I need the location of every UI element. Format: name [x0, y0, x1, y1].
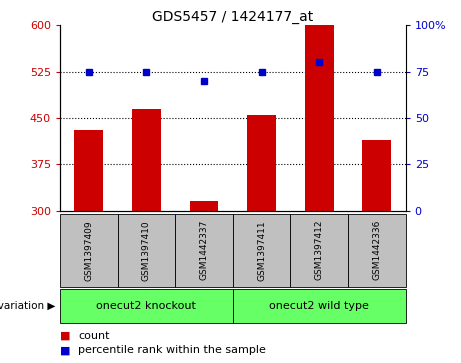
Text: ■: ■: [60, 345, 71, 355]
Text: GSM1397410: GSM1397410: [142, 220, 151, 281]
Text: percentile rank within the sample: percentile rank within the sample: [78, 345, 266, 355]
Title: GDS5457 / 1424177_at: GDS5457 / 1424177_at: [152, 11, 313, 24]
Text: GSM1397412: GSM1397412: [315, 220, 324, 281]
Text: GSM1442336: GSM1442336: [372, 220, 381, 280]
Bar: [189, 201, 219, 211]
Bar: [247, 115, 276, 211]
Text: GSM1397409: GSM1397409: [84, 220, 93, 281]
Text: onecut2 knockout: onecut2 knockout: [96, 301, 196, 311]
Text: genotype/variation ▶: genotype/variation ▶: [0, 301, 55, 311]
Text: GSM1397411: GSM1397411: [257, 220, 266, 281]
Bar: [132, 109, 161, 211]
Text: count: count: [78, 331, 110, 341]
Bar: [362, 139, 391, 211]
Bar: [305, 25, 334, 211]
Text: GSM1442337: GSM1442337: [200, 220, 208, 280]
Text: onecut2 wild type: onecut2 wild type: [269, 301, 369, 311]
Text: ■: ■: [60, 331, 71, 341]
Bar: [74, 130, 103, 211]
